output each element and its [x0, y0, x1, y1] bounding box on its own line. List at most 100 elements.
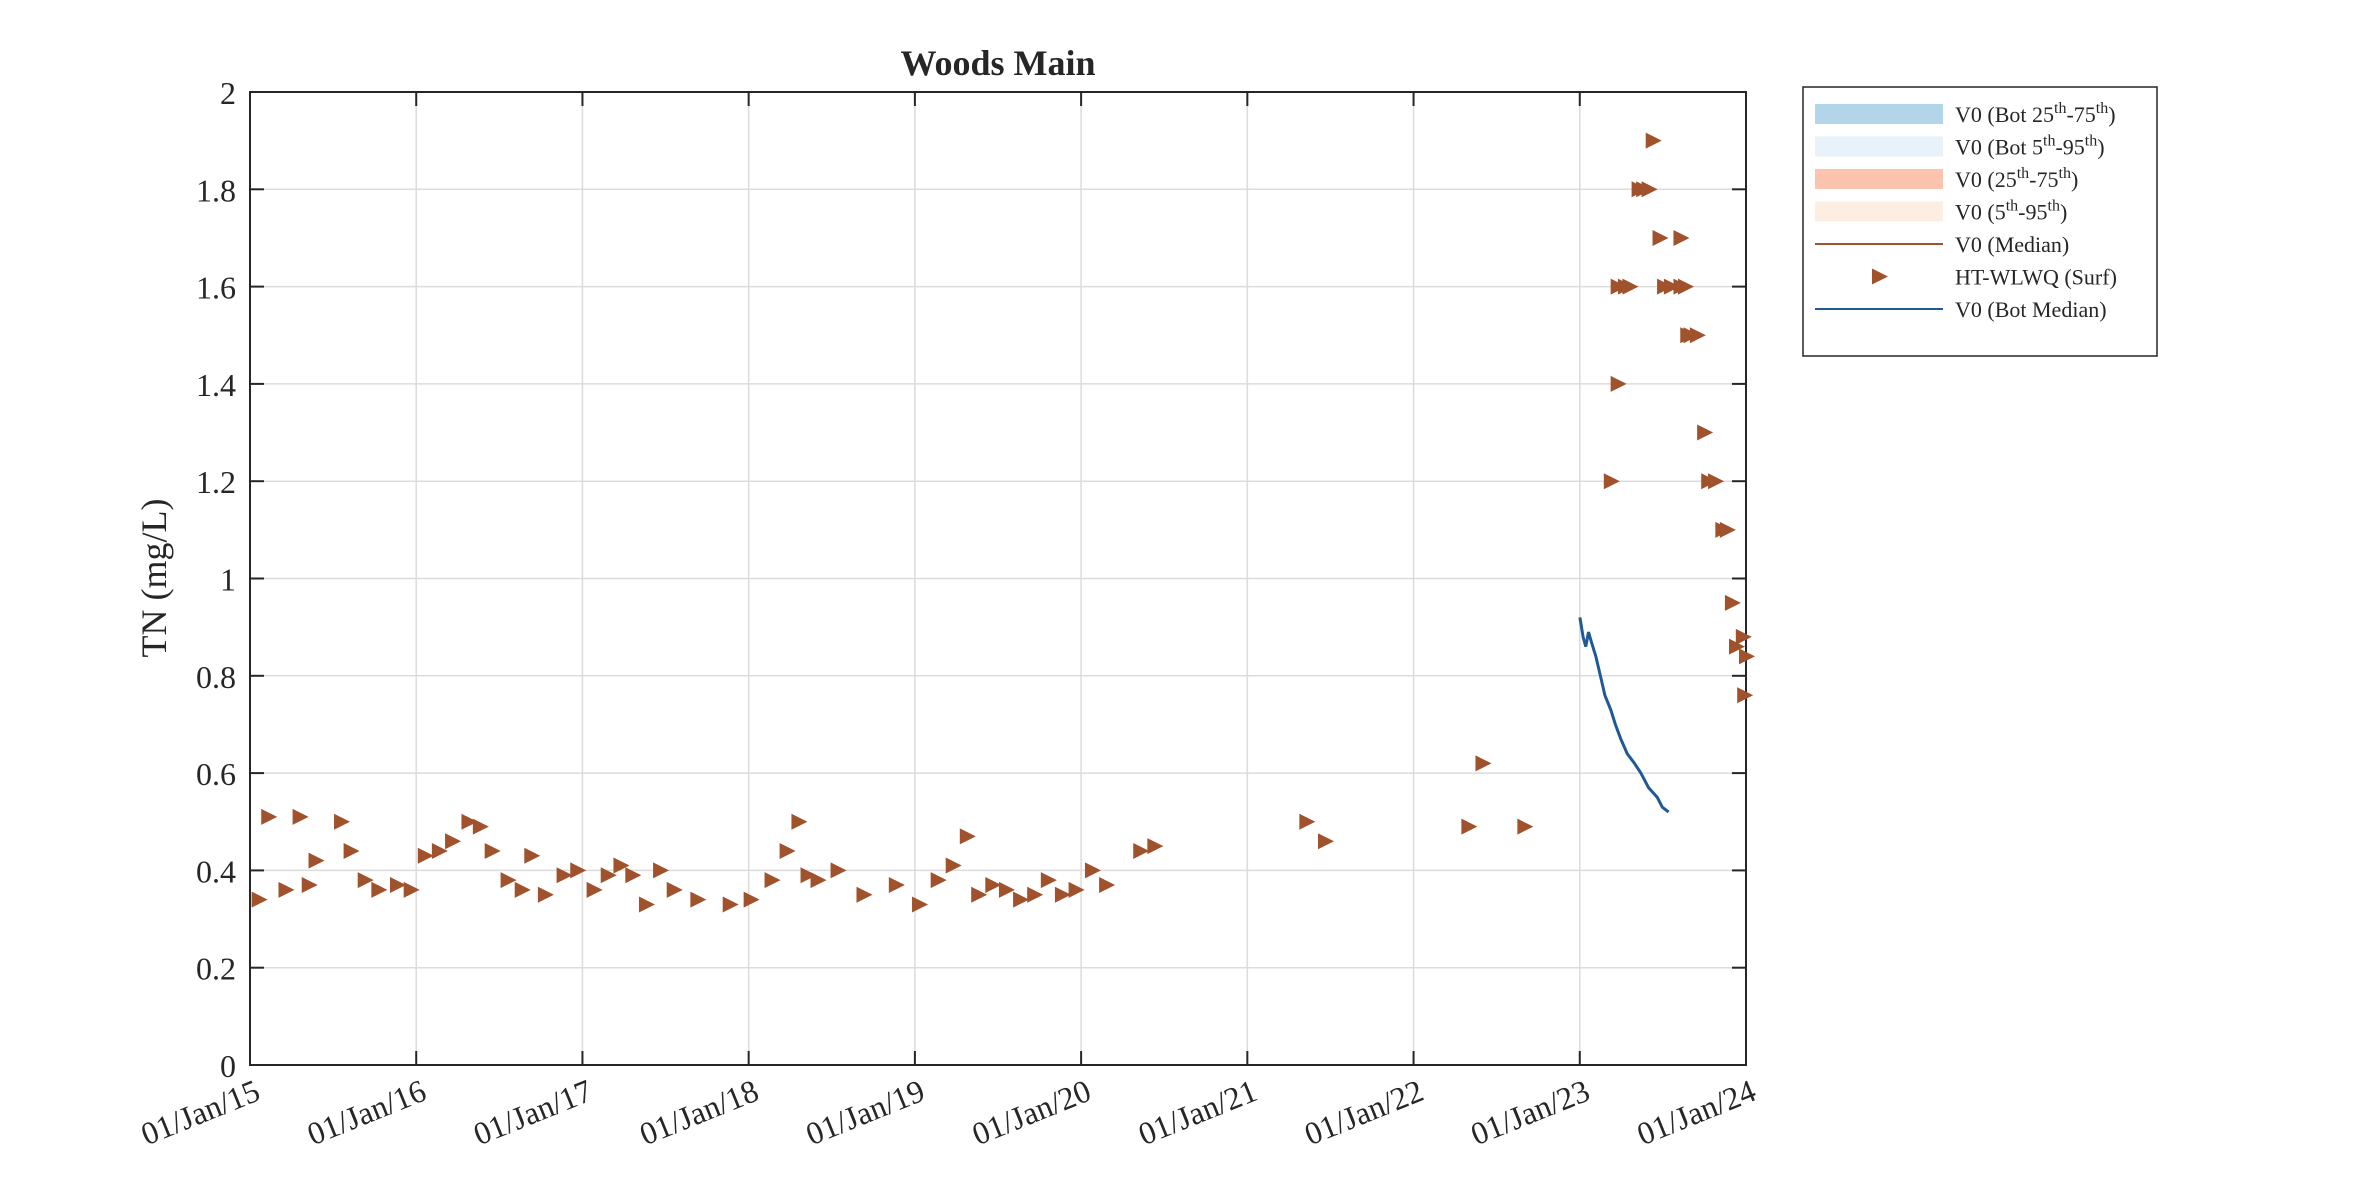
data-point [1663, 278, 1680, 295]
data-point [1133, 842, 1150, 859]
chart-title: Woods Main [900, 43, 1095, 83]
data-point [1299, 813, 1316, 830]
data-point [537, 886, 554, 903]
data-point [1475, 755, 1492, 772]
data-point [586, 881, 603, 898]
data-point [417, 847, 434, 864]
grid [250, 92, 1746, 1065]
data-point [445, 833, 462, 850]
legend-label-median: V0 (Median) [1955, 232, 2069, 257]
data-point [334, 813, 351, 830]
y-tick-label: 0.6 [196, 756, 236, 792]
legend-label-bot_iqr: V0 (Bot 25th-75th) [1955, 100, 2116, 127]
data-point [1735, 628, 1752, 645]
data-point [1719, 521, 1736, 538]
data-point [371, 881, 388, 898]
data-point [930, 872, 947, 889]
y-tick-label: 1 [220, 562, 236, 598]
axis-ticks [249, 91, 1747, 1066]
data-point [600, 867, 617, 884]
data-point [613, 857, 630, 874]
data-point [1013, 891, 1030, 908]
data-point [472, 818, 489, 835]
data-point [800, 867, 817, 884]
data-point [1652, 229, 1669, 246]
data-point [403, 881, 420, 898]
data-point [278, 881, 295, 898]
data-point [390, 876, 407, 893]
data-point [484, 842, 501, 859]
y-tick-label: 1.4 [196, 367, 236, 403]
data-point [810, 872, 827, 889]
y-tick-label: 2 [220, 75, 236, 111]
data-point [343, 842, 360, 859]
data-point [1068, 881, 1085, 898]
plot-area [251, 132, 1755, 913]
legend-swatch-bot_iqr [1815, 104, 1943, 124]
legend-label-obs: HT-WLWQ (Surf) [1955, 265, 2117, 290]
legend-swatch-p90 [1815, 201, 1943, 222]
legend-swatch-bot_90 [1815, 136, 1943, 157]
data-point [1610, 375, 1627, 392]
data-point [1099, 876, 1116, 893]
data-point [500, 872, 517, 889]
data-point [461, 813, 478, 830]
data-point [1054, 886, 1071, 903]
y-tick-labels: 0 0.2 0.4 0.6 0.8 1 1.2 1.4 1.6 1.8 2 [196, 75, 236, 1084]
data-point [945, 857, 962, 874]
data-point [1040, 872, 1057, 889]
data-point [690, 891, 707, 908]
data-point [1461, 818, 1478, 835]
legend-swatch-iqr [1815, 169, 1943, 189]
data-point [971, 886, 988, 903]
data-point [1027, 886, 1044, 903]
data-point [1728, 638, 1745, 655]
data-point [888, 876, 905, 893]
legend-label-bot_median: V0 (Bot Median) [1955, 297, 2107, 322]
data-point [1673, 229, 1690, 246]
y-tick-label: 0 [220, 1048, 236, 1084]
data-point [1084, 862, 1101, 879]
data-point [556, 867, 573, 884]
legend-label-iqr: V0 (25th-75th) [1955, 165, 2078, 192]
data-point [764, 872, 781, 889]
y-tick-label: 1.6 [196, 270, 236, 306]
data-point [1678, 278, 1695, 295]
legend-label-bot_90: V0 (Bot 5th-95th) [1955, 133, 2105, 160]
data-point [959, 828, 976, 845]
data-point [1708, 473, 1725, 490]
data-point [779, 842, 796, 859]
data-point [791, 813, 808, 830]
data-point [653, 862, 670, 879]
data-point [985, 876, 1002, 893]
data-point [1641, 181, 1658, 198]
data-point [1645, 132, 1662, 149]
data-point [1739, 648, 1755, 665]
y-tick-label: 0.2 [196, 951, 236, 987]
data-point [1318, 833, 1335, 850]
data-point [830, 862, 847, 879]
data-point [625, 867, 642, 884]
data-point [1622, 278, 1639, 295]
legend: V0 (Bot 25th-75th) V0 (Bot 5th-95th) V0 (2… [1802, 86, 2158, 357]
data-point [1697, 424, 1714, 441]
data-point [722, 896, 739, 913]
legend-swatch-obs [1872, 268, 1888, 285]
data-point [666, 881, 683, 898]
y-tick-label: 0.4 [196, 853, 236, 889]
y-tick-label: 1.2 [196, 464, 236, 500]
y-tick-label: 1.8 [196, 172, 236, 208]
data-point [261, 808, 278, 825]
data-point [1724, 594, 1741, 611]
data-point [524, 847, 541, 864]
data-point [1603, 473, 1620, 490]
data-point [638, 896, 655, 913]
data-point [570, 862, 587, 879]
data-point [514, 881, 531, 898]
data-point [357, 872, 374, 889]
data-point [743, 891, 760, 908]
data-point [1689, 327, 1706, 344]
data-point [431, 842, 448, 859]
data-point [912, 896, 929, 913]
